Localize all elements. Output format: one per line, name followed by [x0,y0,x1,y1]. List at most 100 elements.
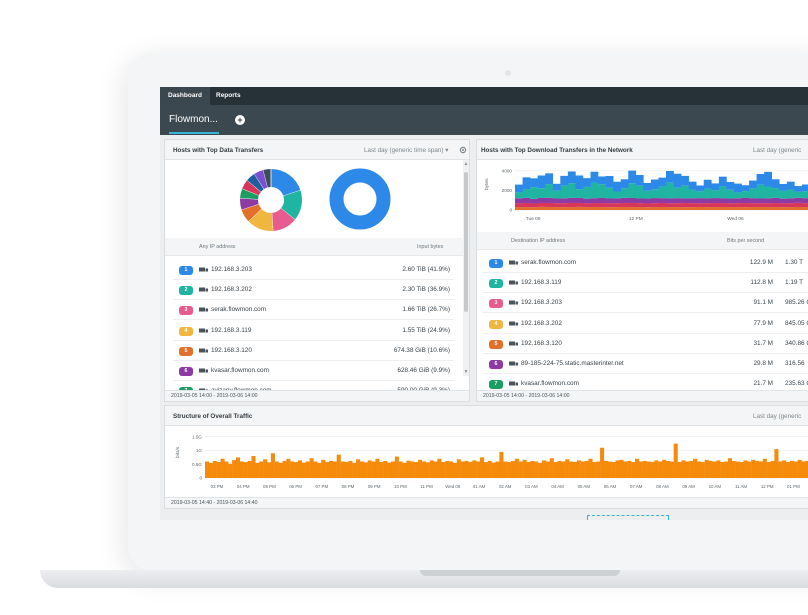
top-transfers-header: Hosts with Top Data Transfers Last day (… [165,140,469,160]
donut-slice[interactable] [270,169,301,197]
table-row[interactable]: 4 192.168.3.119 1.55 TiB (24.9%) [173,321,454,341]
host-address[interactable]: 192.168.3.119 [211,326,252,334]
area-segment [673,187,682,199]
bits-per-second-value: 91.1 M [753,299,773,307]
host-address[interactable]: 192.168.3.202 [521,319,562,327]
x-tick-label: 01 PM [787,484,800,489]
donut-slice[interactable] [254,169,269,190]
table-row[interactable]: 7 kvasar.flowmon.com 21.7 M 235.63 G [483,374,808,393]
donut-slice[interactable] [240,188,260,200]
host-address[interactable]: 192.168.3.120 [211,346,252,354]
x-tick-label: 05 AM [578,484,591,489]
traffic-bar [472,460,477,478]
host-address[interactable]: kvasar.flowmon.com [521,380,579,388]
area-segment [545,206,554,210]
add-dashboard-button[interactable]: + [235,115,245,125]
y-axis-label: bytes [484,178,490,190]
col-any-ip[interactable]: Any IP address [199,244,236,250]
traffic-bar [770,460,775,478]
area-segment [688,198,697,204]
donut-slice[interactable] [247,173,265,192]
traffic-bar [716,460,721,478]
host-address[interactable]: avizany.flowmon.com [211,387,272,390]
traffic-bar [263,459,268,478]
donut-slice[interactable] [271,207,295,231]
col-input-bytes[interactable]: Input bytes [417,244,444,250]
traffic-bar [208,462,213,478]
host-address[interactable]: 89-185-224-75.static.masterinter.net [521,360,624,367]
traffic-bar [418,459,423,478]
donut-slice[interactable] [248,208,273,231]
rank-badge: 4 [179,326,193,336]
traffic-bar [584,460,589,478]
area-segment [537,175,546,189]
donut-slice[interactable] [263,169,272,188]
area-segment [598,197,606,204]
area-segment [666,207,674,210]
area-segment [703,198,712,204]
scroll-up-arrow[interactable]: ▲ [463,161,469,167]
table-row[interactable]: 3 192.168.3.203 91.1 M 985.26 Gi [483,293,808,314]
area-segment [771,207,780,210]
overall-traffic-chart[interactable]: bits/s 1.5G 1G 0.5G 0 03 PM 04 PM 05 PM 06 PM 07 … [165,428,808,498]
table-row[interactable]: 2 192.168.3.202 2.30 TiB (36.9%) [173,280,454,301]
tab-dashboard[interactable]: Dashboard [160,87,210,105]
area-segment [696,198,705,204]
area-segment [605,175,614,188]
top-download-footer: 2019-03-05 14:00 - 2019-03-06 14:00 [477,390,808,401]
traffic-bar [239,461,244,478]
gear-icon[interactable] [459,146,467,154]
donut-slice[interactable] [241,203,262,222]
area-segment [635,198,644,204]
area-segment [605,187,614,199]
host-address[interactable]: 192.168.3.203 [521,299,562,307]
download-area-chart[interactable]: bytes 4000 2000 0 Tue 06 12 PM Wed 06 [477,162,808,224]
table-row[interactable]: 6 kvasar.flowmon.com 628.46 GiB (9.9%) [173,361,454,381]
col-bits-per-second[interactable]: Bits per second [727,238,765,244]
traffic-bar [545,461,550,478]
host-icon [199,328,208,333]
table-row[interactable]: 2 192.168.3.119 112.8 M 1.19 T [483,273,808,294]
area-segment [515,192,523,199]
donut-slice[interactable] [242,180,262,196]
host-address[interactable]: serak.flowmon.com [521,259,577,266]
host-icon [509,341,518,346]
traffic-bar [266,462,272,478]
donut-slice[interactable] [240,198,259,210]
widget-drop-zone[interactable] [587,515,669,520]
table-row[interactable]: 5 192.168.3.120 31.7 M 340.86 G [483,334,808,354]
traffic-bar [654,460,659,478]
download-time-span[interactable]: Last day (generic [753,147,802,154]
host-address[interactable]: kvasar.flowmon.com [211,367,269,374]
host-address[interactable]: 192.168.3.203 [211,266,252,273]
host-address[interactable]: 192.168.3.120 [521,339,562,347]
donut-ring[interactable] [329,168,391,230]
scroll-down-arrow[interactable]: ▼ [463,369,469,375]
slice-separator [240,197,272,201]
table-row[interactable]: 6 89-185-224-75.static.masterinter.net 29.… [483,354,808,374]
table-row[interactable]: 3 serak.flowmon.com 1.66 TiB (26.7%) [173,300,454,321]
area-segment [794,191,803,198]
host-address[interactable]: 192.168.3.119 [521,279,562,287]
total-donut-chart[interactable] [329,168,391,230]
table-row[interactable]: 4 192.168.3.202 77.9 M 845.05 Gi [483,314,808,334]
col-destination-ip[interactable]: Destination IP address [511,238,566,244]
donut-slice[interactable] [280,190,302,220]
table-row[interactable]: 1 serak.flowmon.com 122.9 M 1.30 T [483,253,808,273]
input-bytes-value: 674.38 GiB (10.6%) [393,346,450,354]
dashboard-title[interactable]: Flowmon... [169,114,218,125]
table-row[interactable]: 5 192.168.3.120 674.38 GiB (10.6%) [173,341,454,361]
tab-reports[interactable]: Reports [216,92,241,99]
host-address[interactable]: serak.flowmon.com [211,306,267,314]
hosts-donut-chart[interactable] [239,168,303,232]
traffic-bar [549,458,554,478]
scroll-thumb[interactable] [464,172,468,312]
overall-time-span[interactable]: Last day (generic [753,413,802,420]
area-segment [688,207,697,210]
table-row[interactable]: 1 192.168.3.203 2.60 TiB (41.9%) [173,260,454,280]
top-transfers-scrollbar[interactable]: ▲ ▼ [463,160,469,376]
time-span-selector[interactable]: Last day (generic time span) ▾ [364,147,449,154]
table-row[interactable]: 7 avizany.flowmon.com 590.00 GiB (9.3%) [173,381,454,390]
host-address[interactable]: 192.168.3.202 [211,286,252,294]
traffic-bar [410,461,415,478]
